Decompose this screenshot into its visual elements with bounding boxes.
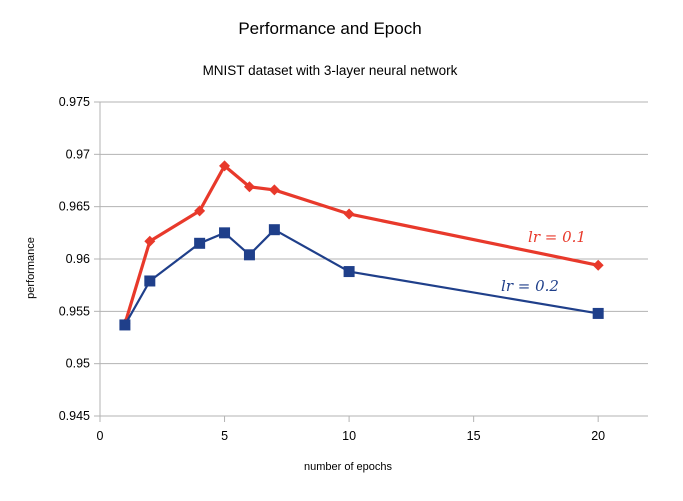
data-point-square bbox=[243, 249, 255, 261]
data-point-diamond bbox=[144, 235, 156, 247]
data-point-square bbox=[268, 224, 280, 236]
data-point-diamond bbox=[592, 259, 604, 271]
data-point-square bbox=[592, 307, 604, 319]
series-lines bbox=[119, 160, 604, 331]
y-axis-label: performance bbox=[25, 237, 37, 299]
x-tick-label: 15 bbox=[467, 429, 481, 443]
y-tick-label: 0.945 bbox=[59, 409, 90, 423]
y-tick-label: 0.975 bbox=[59, 95, 90, 109]
y-tick-label: 0.965 bbox=[59, 200, 90, 214]
data-point-diamond bbox=[343, 208, 355, 220]
data-point-diamond bbox=[219, 160, 231, 172]
data-point-square bbox=[144, 275, 156, 287]
x-tick-label: 5 bbox=[221, 429, 228, 443]
series-lr-0-1-label: lr = 0.1 bbox=[528, 228, 586, 246]
chart-subtitle: MNIST dataset with 3-layer neural networ… bbox=[203, 63, 458, 78]
x-tick-label: 0 bbox=[97, 429, 104, 443]
data-point-square bbox=[219, 227, 231, 239]
chart-title: Performance and Epoch bbox=[238, 19, 421, 38]
x-axis-label: number of epochs bbox=[304, 461, 393, 473]
x-tick-label: 20 bbox=[591, 429, 605, 443]
x-tick-label: 10 bbox=[342, 429, 356, 443]
series-line bbox=[123, 164, 600, 326]
chart-axes bbox=[94, 101, 648, 422]
series-lr-0-2-label: lr = 0.2 bbox=[501, 277, 559, 295]
data-point-diamond bbox=[243, 181, 255, 193]
data-point-square bbox=[194, 237, 206, 249]
data-point-diamond bbox=[268, 184, 280, 196]
series-annotations: lr = 0.1 lr = 0.2 bbox=[501, 228, 586, 295]
tick-labels: 0.945 0.95 0.955 0.96 0.965 0.97 0.975 0 5 10 15 20 bbox=[59, 95, 605, 443]
y-tick-label: 0.95 bbox=[66, 357, 90, 371]
series-line bbox=[123, 228, 600, 327]
data-point-square bbox=[119, 319, 131, 331]
data-point-square bbox=[343, 266, 355, 278]
y-tick-label: 0.96 bbox=[66, 252, 90, 266]
y-tick-label: 0.97 bbox=[66, 147, 90, 161]
grid-lines bbox=[100, 101, 648, 417]
y-tick-label: 0.955 bbox=[59, 304, 90, 318]
data-point-diamond bbox=[194, 205, 206, 217]
